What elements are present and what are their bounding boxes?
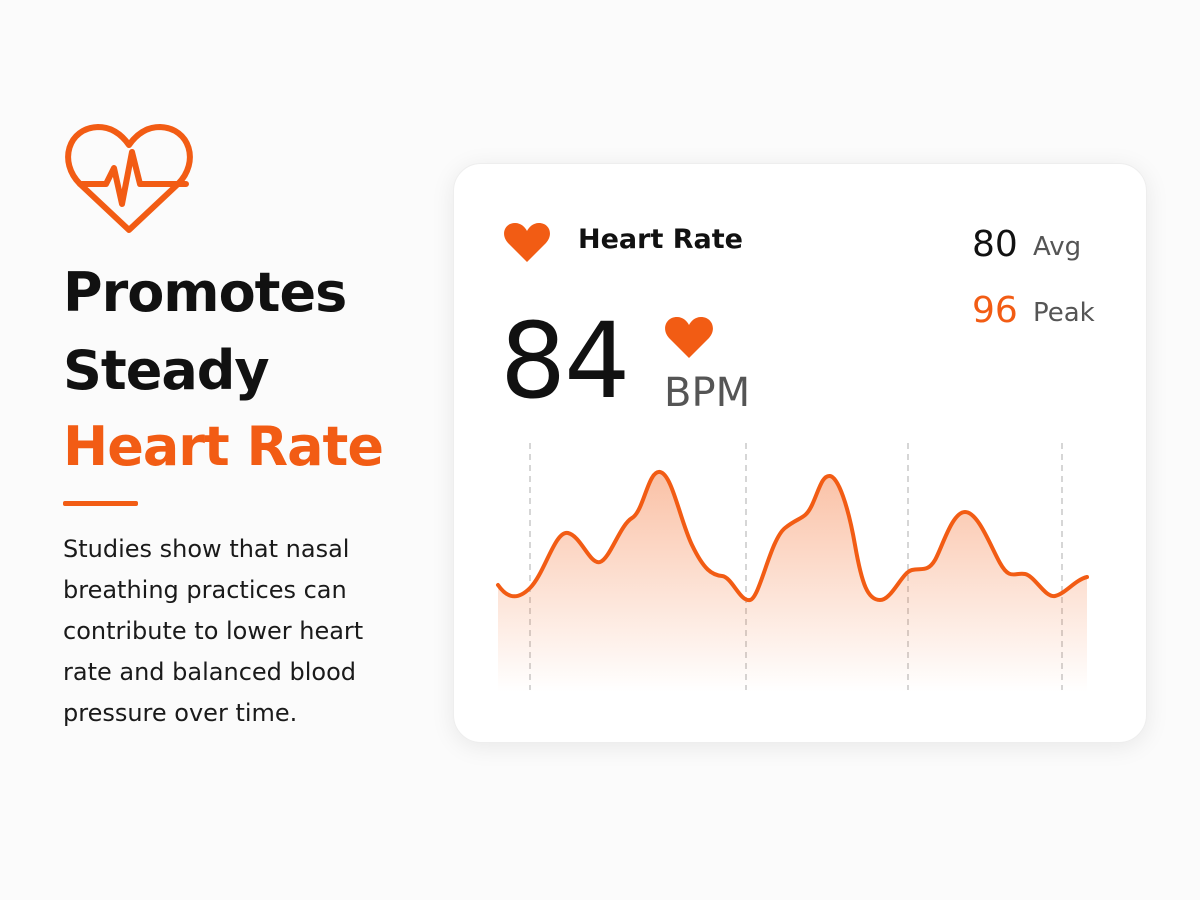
heart-pulse-icon xyxy=(65,124,193,233)
bpm-unit: BPM xyxy=(664,370,751,416)
bpm-value: 84 xyxy=(500,300,630,422)
peak-label: Peak xyxy=(1033,298,1095,328)
card-title: Heart Rate xyxy=(578,224,743,255)
peak-value: 96 xyxy=(972,290,1018,331)
avg-value: 80 xyxy=(972,224,1018,265)
headline-line: Promotes xyxy=(63,261,347,324)
avg-label: Avg xyxy=(1033,232,1082,262)
description-line: contribute to lower heart xyxy=(63,617,364,645)
heart-icon xyxy=(504,223,550,262)
accent-rule xyxy=(63,501,138,506)
description-line: Studies show that nasal xyxy=(63,535,350,563)
description-line: rate and balanced blood xyxy=(63,658,357,686)
description-line: pressure over time. xyxy=(63,699,298,727)
heart-icon-small xyxy=(665,317,713,358)
headline-line: Steady xyxy=(63,339,270,402)
headline-accent: Heart Rate xyxy=(63,415,384,478)
description-line: breathing practices can xyxy=(63,576,347,604)
